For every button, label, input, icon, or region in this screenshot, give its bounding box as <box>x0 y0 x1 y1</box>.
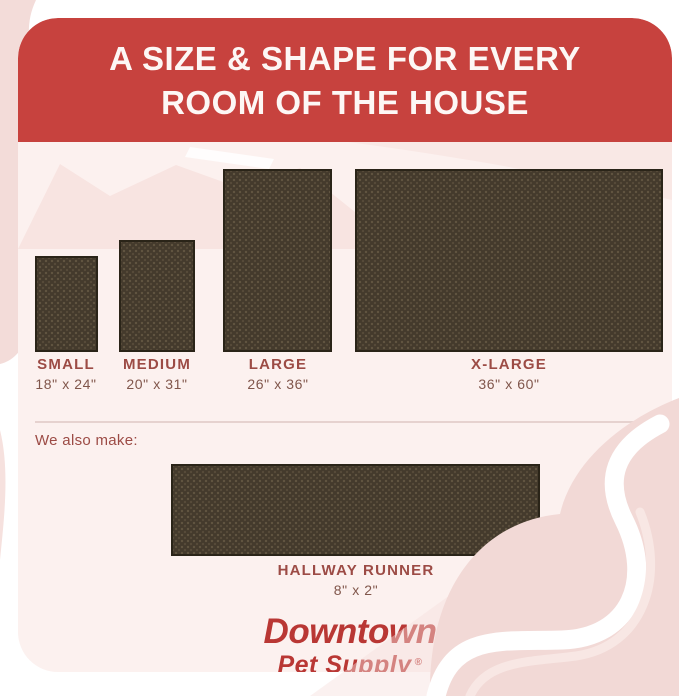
size-label-hallway-runner: HALLWAY RUNNER 8" x 2" <box>278 562 435 599</box>
size-label-xlarge: X-LARGE 36" x 60" <box>471 356 547 393</box>
size-dimensions: 20" x 31" <box>126 376 188 392</box>
mat-xlarge <box>355 169 663 352</box>
size-dimensions: 8" x 2" <box>333 582 379 598</box>
brand-name: Downtown <box>263 612 437 651</box>
mat-large <box>223 169 332 352</box>
header-banner: A SIZE & SHAPE FOR EVERY ROOM OF THE HOU… <box>18 18 672 142</box>
size-name: X-LARGE <box>471 356 547 373</box>
size-dimensions: 18" x 24" <box>35 376 97 392</box>
size-label-large: LARGE 26" x 36" <box>247 356 308 393</box>
size-label-medium: MEDIUM 20" x 31" <box>123 356 191 393</box>
size-name: SMALL <box>37 356 95 373</box>
page-title-line1: A SIZE & SHAPE FOR EVERY <box>109 40 581 77</box>
size-name: MEDIUM <box>122 356 192 373</box>
brand-subtitle: Pet Supply ® <box>264 650 437 672</box>
brand-logo: Downtown Pet Supply ® <box>263 612 437 673</box>
card: A SIZE & SHAPE FOR EVERY ROOM OF THE HOU… <box>18 18 672 672</box>
brand-subtitle-text: Pet Supply <box>277 651 412 672</box>
page-title: A SIZE & SHAPE FOR EVERY ROOM OF THE HOU… <box>109 37 581 125</box>
section-divider <box>35 421 661 423</box>
size-dimensions: 36" x 60" <box>478 376 540 392</box>
mat-medium <box>119 240 195 352</box>
page-title-line2: ROOM OF THE HOUSE <box>161 84 529 121</box>
mat-small <box>35 256 98 352</box>
mat-hallway-runner <box>171 464 540 556</box>
size-dimensions: 26" x 36" <box>247 376 309 392</box>
registered-trademark-symbol: ® <box>414 657 423 668</box>
size-name: HALLWAY RUNNER <box>277 562 435 579</box>
size-label-small: SMALL 18" x 24" <box>35 356 96 393</box>
size-name: LARGE <box>248 356 308 373</box>
also-make-label: We also make: <box>35 432 138 449</box>
